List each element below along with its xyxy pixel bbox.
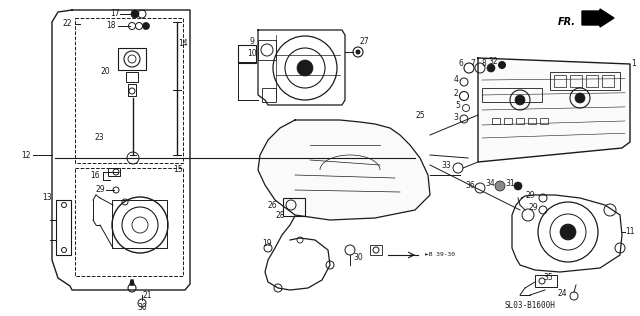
Text: 27: 27 (359, 38, 369, 46)
Circle shape (560, 224, 576, 240)
Polygon shape (478, 58, 630, 162)
Bar (554, 75, 566, 87)
Text: 32: 32 (488, 58, 498, 66)
Text: 16: 16 (90, 171, 100, 179)
Circle shape (487, 64, 495, 72)
Bar (108, 168, 120, 176)
Text: 5: 5 (456, 101, 460, 111)
Bar (128, 84, 136, 96)
Bar (75, 18, 183, 163)
Polygon shape (130, 280, 134, 285)
Text: 17: 17 (110, 9, 120, 19)
FancyArrow shape (582, 9, 614, 27)
Text: 19: 19 (262, 240, 272, 248)
Bar (118, 48, 146, 70)
Text: ►B 39-30: ►B 39-30 (425, 252, 455, 258)
Text: 29: 29 (528, 204, 538, 212)
Circle shape (575, 93, 585, 103)
Text: SL03-B1600H: SL03-B1600H (504, 301, 556, 311)
Text: 26: 26 (267, 200, 277, 210)
Text: 21: 21 (142, 290, 152, 300)
Bar (492, 118, 500, 124)
Bar (75, 168, 183, 276)
Text: 35: 35 (543, 274, 553, 283)
Circle shape (356, 50, 360, 54)
Text: 6: 6 (459, 59, 463, 69)
Bar (540, 118, 548, 124)
Text: 20: 20 (100, 68, 110, 76)
Text: 23: 23 (94, 133, 104, 143)
Text: 9: 9 (250, 38, 255, 46)
Bar (482, 88, 542, 102)
Circle shape (499, 62, 506, 69)
Circle shape (131, 10, 139, 18)
Text: 36: 36 (465, 180, 475, 190)
Bar (528, 118, 536, 124)
Bar (516, 118, 524, 124)
Bar (238, 45, 256, 63)
Circle shape (495, 181, 505, 191)
Text: 2: 2 (454, 89, 458, 99)
Circle shape (297, 60, 313, 76)
Bar (370, 245, 382, 255)
Polygon shape (258, 120, 430, 220)
Text: 34: 34 (485, 179, 495, 187)
Text: 1: 1 (632, 59, 636, 69)
Text: 22: 22 (62, 20, 72, 28)
Text: 18: 18 (106, 21, 116, 31)
Text: 30: 30 (353, 253, 363, 263)
Text: 25: 25 (415, 111, 425, 119)
Text: FR.: FR. (558, 17, 576, 27)
Text: 29: 29 (525, 191, 535, 199)
Bar (258, 40, 276, 60)
Text: 24: 24 (557, 289, 567, 299)
Text: 8: 8 (482, 59, 486, 69)
Bar (262, 88, 276, 102)
Text: 33: 33 (441, 161, 451, 171)
Text: 10: 10 (247, 50, 257, 58)
Circle shape (514, 182, 522, 190)
Text: 30: 30 (137, 303, 147, 313)
Text: 7: 7 (470, 59, 476, 69)
Bar (570, 75, 582, 87)
Bar (56, 200, 71, 255)
Text: 13: 13 (42, 193, 52, 203)
Text: 11: 11 (625, 228, 635, 236)
Circle shape (515, 95, 525, 105)
Bar (112, 200, 167, 248)
Text: 29: 29 (95, 185, 105, 195)
Text: 12: 12 (21, 150, 31, 160)
Text: 14: 14 (178, 40, 188, 48)
Text: 15: 15 (173, 166, 183, 174)
Bar (586, 75, 598, 87)
Bar (550, 72, 620, 90)
Bar (504, 118, 512, 124)
Text: 31: 31 (505, 179, 515, 187)
Text: 3: 3 (454, 112, 458, 121)
Circle shape (143, 22, 150, 29)
Bar (126, 72, 138, 82)
Bar (535, 275, 557, 287)
Text: 28: 28 (275, 210, 285, 220)
Bar (602, 75, 614, 87)
Text: 4: 4 (454, 76, 458, 84)
Bar (283, 198, 305, 216)
